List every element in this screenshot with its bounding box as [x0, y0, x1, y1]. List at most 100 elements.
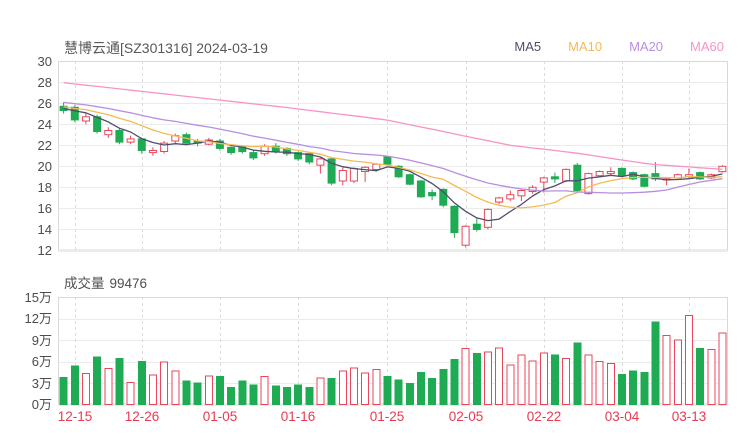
volume-bar[interactable]	[506, 364, 515, 406]
volume-bar[interactable]	[573, 342, 582, 405]
volume-bar[interactable]	[249, 384, 258, 406]
volume-bar[interactable]	[684, 315, 693, 406]
volume-bar[interactable]	[148, 374, 157, 406]
volume-bar[interactable]	[227, 386, 236, 405]
candle[interactable]	[126, 135, 135, 145]
volume-bar[interactable]	[405, 383, 414, 406]
volume-bar[interactable]	[349, 367, 358, 405]
volume-bar[interactable]	[204, 375, 213, 405]
candle[interactable]	[361, 166, 370, 183]
candle[interactable]	[227, 146, 236, 155]
candle[interactable]	[137, 137, 146, 154]
candle[interactable]	[617, 167, 626, 177]
volume-bar[interactable]	[483, 351, 492, 406]
volume-bar[interactable]	[696, 348, 705, 406]
volume-bar[interactable]	[260, 376, 269, 406]
legend-ma60[interactable]: MA60	[690, 39, 724, 54]
candle[interactable]	[416, 180, 425, 198]
candle[interactable]	[495, 196, 504, 205]
volume-bar[interactable]	[606, 363, 615, 406]
candle[interactable]	[316, 157, 325, 174]
candle[interactable]	[327, 157, 336, 186]
volume-bar[interactable]	[305, 386, 314, 405]
candle[interactable]	[249, 150, 258, 161]
volume-bar[interactable]	[282, 386, 291, 405]
volume-bar[interactable]	[707, 348, 716, 405]
volume-bar[interactable]	[137, 361, 146, 405]
volume-bar[interactable]	[517, 354, 526, 406]
volume-bar[interactable]	[450, 358, 459, 405]
candle[interactable]	[215, 138, 224, 151]
volume-bar[interactable]	[361, 372, 370, 405]
volume-bar[interactable]	[327, 378, 336, 406]
volume-bar[interactable]	[126, 381, 135, 405]
volume-bar[interactable]	[171, 370, 180, 405]
candle[interactable]	[506, 190, 515, 202]
legend-ma20[interactable]: MA20	[629, 39, 664, 54]
volume-bar[interactable]	[595, 361, 604, 405]
candle[interactable]	[696, 171, 705, 181]
legend-ma5[interactable]: MA5	[514, 39, 542, 54]
candle[interactable]	[573, 163, 582, 193]
volume-bar[interactable]	[81, 373, 90, 406]
volume-bar[interactable]	[238, 380, 247, 405]
volume-bar[interactable]	[461, 348, 470, 406]
candle[interactable]	[405, 173, 414, 186]
volume-bar[interactable]	[271, 385, 280, 405]
volume-bar[interactable]	[215, 376, 224, 406]
candle[interactable]	[338, 167, 347, 186]
candle[interactable]	[595, 170, 604, 177]
volume-bar[interactable]	[629, 370, 638, 405]
candle[interactable]	[606, 167, 615, 176]
candle[interactable]	[428, 189, 437, 200]
volume-bar[interactable]	[383, 376, 392, 406]
volume-bar[interactable]	[316, 377, 325, 405]
volume-bar[interactable]	[673, 339, 682, 405]
candle[interactable]	[383, 155, 392, 166]
volume-bar[interactable]	[59, 376, 68, 405]
legend-ma10[interactable]: MA10	[568, 39, 603, 54]
candle[interactable]	[349, 167, 358, 184]
volume-bar[interactable]	[428, 378, 437, 406]
volume-bar[interactable]	[718, 332, 727, 406]
volume-bar[interactable]	[528, 360, 537, 405]
volume-bar[interactable]	[562, 358, 571, 406]
candle[interactable]	[629, 171, 638, 181]
volume-bar[interactable]	[651, 321, 660, 406]
volume-bar[interactable]	[104, 368, 113, 406]
candle[interactable]	[472, 217, 481, 232]
candle[interactable]	[640, 173, 649, 188]
volume-bar[interactable]	[416, 371, 425, 406]
volume-bar[interactable]	[160, 361, 169, 406]
volume-bar[interactable]	[70, 365, 79, 405]
volume-bar[interactable]	[617, 373, 626, 405]
volume-bar[interactable]	[550, 354, 559, 406]
volume-bar[interactable]	[472, 353, 481, 406]
volume-bar[interactable]	[640, 371, 649, 406]
volume-bar[interactable]	[662, 335, 671, 406]
volume-bar[interactable]	[439, 368, 448, 405]
volume-bar[interactable]	[495, 347, 504, 405]
candle[interactable]	[81, 112, 90, 125]
volume-bar[interactable]	[93, 356, 102, 406]
candle[interactable]	[104, 127, 113, 138]
volume-bar[interactable]	[584, 354, 593, 406]
volume-bar[interactable]	[372, 368, 381, 405]
volume-bar[interactable]	[193, 382, 202, 405]
candle[interactable]	[115, 128, 124, 145]
volume-bar[interactable]	[294, 384, 303, 406]
candle[interactable]	[450, 205, 459, 238]
candle[interactable]	[483, 208, 492, 230]
candle[interactable]	[562, 168, 571, 183]
volume-bar[interactable]	[182, 380, 191, 405]
volume-bar[interactable]	[115, 358, 124, 406]
candle[interactable]	[584, 172, 593, 195]
candle[interactable]	[461, 225, 470, 248]
candle[interactable]	[160, 141, 169, 154]
candle[interactable]	[517, 189, 526, 201]
candle[interactable]	[148, 147, 157, 156]
volume-bar[interactable]	[394, 379, 403, 406]
volume-bar[interactable]	[338, 370, 347, 405]
candle[interactable]	[550, 172, 559, 184]
